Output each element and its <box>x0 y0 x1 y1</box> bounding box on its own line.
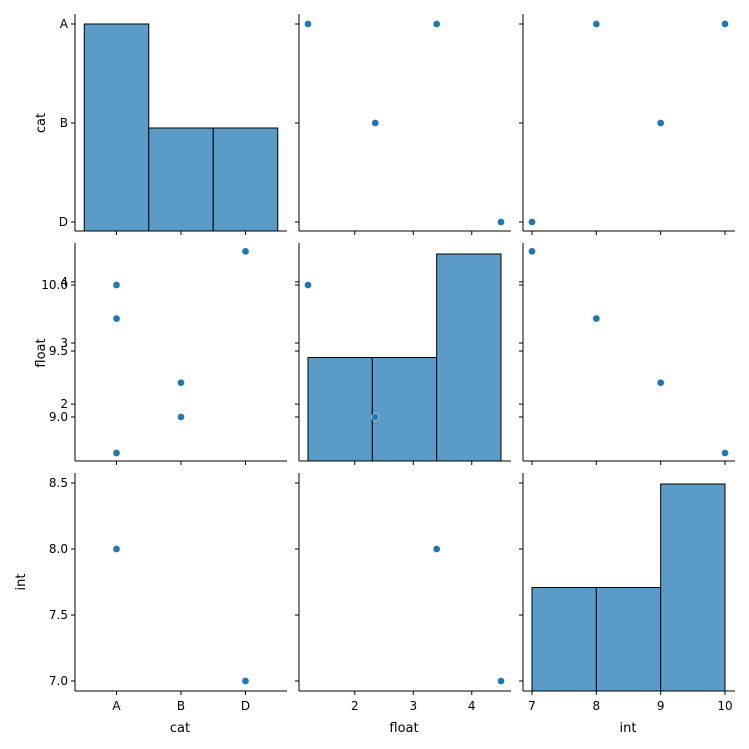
x-axis-label-cat: cat <box>170 721 190 736</box>
histogram-bar-cat-B <box>148 127 214 232</box>
x-tick-label-cat-0: A <box>112 699 121 713</box>
scatter-point-cat-vs-float-0 <box>304 20 312 28</box>
y-tick-label-int-3: 8.5 <box>49 476 68 490</box>
y-axis-label-int: int <box>14 574 29 591</box>
y-tick-label-float-1: 3 <box>60 336 68 350</box>
scatter-point-int-vs-float-2 <box>371 413 380 421</box>
y-tick-label-cat-1: B <box>60 116 68 130</box>
scatter-point-cat-vs-int-0 <box>721 20 729 28</box>
x-tick-label-float-2: 4 <box>468 699 476 713</box>
scatter-point-float-vs-int-2 <box>656 378 665 387</box>
histograms <box>83 23 726 692</box>
histogram-bar-int-2 <box>660 483 726 692</box>
histogram-bar-int-1 <box>595 587 662 692</box>
y-tick-label-int-0: 7.0 <box>49 674 68 688</box>
scatter-point-cat-vs-float-3 <box>497 218 505 226</box>
scatter-point-float-vs-cat-1 <box>112 314 121 323</box>
scatter-point-cat-vs-float-1 <box>432 20 441 28</box>
histogram-bar-cat-A <box>83 23 150 232</box>
scatter-point-cat-vs-int-3 <box>528 218 536 226</box>
scatter-point-float-vs-cat-0 <box>112 449 121 457</box>
scatter-point-float-vs-int-3 <box>528 247 536 256</box>
y-tick-label-cat-0: A <box>60 17 69 31</box>
x-tick-label-int-2: 9 <box>657 699 665 713</box>
y-axis-label-float: float <box>34 338 49 367</box>
y-tick-label-int-4: 9.0 <box>49 410 68 424</box>
scatter-point-int-vs-float-0 <box>304 281 312 289</box>
histogram-bar-cat-D <box>212 127 279 232</box>
y-tick-label-int-1: 7.5 <box>49 608 68 622</box>
scatter-point-int-vs-float-3 <box>497 677 505 685</box>
y-tick-label-cat-2: D <box>59 215 68 229</box>
y-tick-label-float-0: 2 <box>60 397 68 411</box>
scatter-point-int-vs-cat-1 <box>112 545 121 553</box>
scatter-point-float-vs-int-0 <box>721 449 729 457</box>
scatter-point-int-vs-cat-3 <box>241 677 250 685</box>
x-axis-label-float: float <box>389 721 418 736</box>
histogram-bar-int-0 <box>531 587 597 692</box>
scatter-point-cat-vs-float-2 <box>371 119 380 127</box>
scatter-point-float-vs-int-1 <box>592 314 601 323</box>
scatter-point-int-vs-cat-2 <box>177 413 185 421</box>
x-tick-label-cat-1: B <box>177 699 185 713</box>
x-tick-label-int-3: 10 <box>717 699 732 713</box>
histogram-bar-float-1 <box>371 357 438 462</box>
scatter-points <box>112 20 729 685</box>
scatter-point-float-vs-cat-3 <box>241 247 250 256</box>
y-tick-label-int-6: 10.0 <box>41 278 68 292</box>
scatter-point-int-vs-cat-0 <box>112 281 121 289</box>
x-tick-label-cat-2: D <box>241 699 250 713</box>
y-tick-label-float-2: 4 <box>60 275 68 289</box>
x-axis-label-int: int <box>620 721 637 736</box>
histogram-bar-float-2 <box>436 253 502 462</box>
x-tick-label-float-1: 3 <box>409 699 417 713</box>
x-tick-label-float-0: 2 <box>351 699 359 713</box>
scatter-point-cat-vs-int-1 <box>592 20 601 28</box>
y-tick-label-int-5: 9.5 <box>49 344 68 358</box>
scatter-point-float-vs-cat-2 <box>177 378 185 387</box>
y-tick-label-int-2: 8.0 <box>49 542 68 556</box>
x-tick-label-int-0: 7 <box>528 699 536 713</box>
scatter-point-int-vs-float-1 <box>432 545 441 553</box>
scatter-point-cat-vs-int-2 <box>656 119 665 127</box>
histogram-bar-float-0 <box>307 357 373 462</box>
x-tick-label-int-1: 8 <box>593 699 601 713</box>
y-axis-label-cat: cat <box>34 113 49 133</box>
